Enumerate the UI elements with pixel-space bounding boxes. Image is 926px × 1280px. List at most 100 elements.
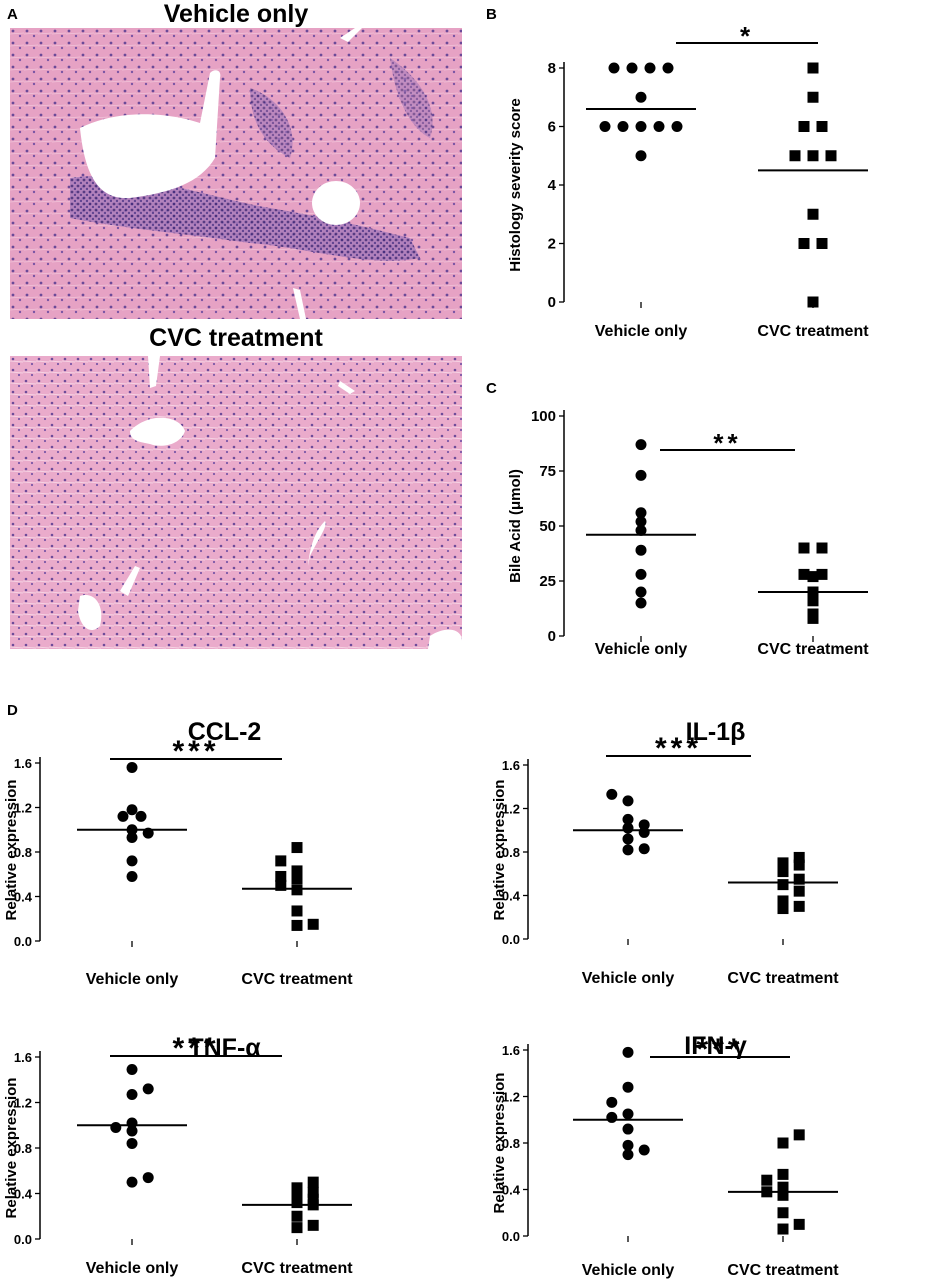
data-point-circle [635, 121, 647, 132]
y-tick-label: 0.4 [502, 1183, 521, 1198]
y-tick-label: 1.6 [502, 758, 520, 773]
panel-b-letter: B [486, 6, 497, 23]
chart-title: TNF-α [188, 1034, 261, 1062]
y-tick-label: 6 [548, 119, 556, 136]
data-point-square [816, 542, 828, 554]
x-tick-label: CVC treatment [241, 1260, 353, 1277]
data-point-circle [110, 1122, 122, 1134]
significance-stars: *** [655, 732, 702, 765]
data-point-circle [135, 810, 147, 822]
data-point-square [807, 296, 819, 308]
data-point-square [807, 91, 819, 103]
data-point-circle [126, 1064, 138, 1076]
significance-stars: *** [696, 1033, 743, 1066]
y-tick-label: 50 [539, 518, 556, 535]
data-point-circle [117, 810, 129, 822]
chart-il1b: IL-1β Vehicle only CVC treatment 0.0 0.4 0.8 1… [491, 718, 839, 987]
y-axis-label: Relative expression [3, 780, 20, 921]
data-point-circle [126, 870, 138, 882]
data-point-square [291, 1182, 303, 1194]
data-point-circle [653, 121, 665, 132]
data-point-circle [622, 1081, 634, 1093]
chart-title: IFN-γ [684, 1032, 747, 1060]
data-point-circle [126, 1125, 138, 1137]
data-point-square [789, 150, 801, 162]
data-point-circle [622, 833, 634, 845]
y-tick-label: 0.8 [14, 1141, 32, 1156]
panel-a-letter: A [7, 6, 18, 23]
y-axis-label: Bile Acid (μmol) [507, 469, 524, 583]
data-point-square [807, 612, 819, 624]
x-tick-label: Vehicle only [595, 323, 688, 340]
panel-d-letter: D [7, 702, 18, 719]
data-point-circle [635, 516, 647, 528]
chart-ccl2: CCL-2 Vehicle only CVC treatment 0.0 0.4 0.8 1… [3, 718, 353, 988]
data-point-square [777, 1189, 789, 1201]
data-point-circle [622, 1123, 634, 1135]
data-point-square [777, 879, 789, 891]
chart-title: CCL-2 [188, 718, 262, 746]
data-point-square [777, 903, 789, 915]
y-axis-label: Relative expression [491, 780, 508, 921]
data-point-circle [635, 91, 647, 103]
data-point-square [816, 238, 828, 249]
data-point-circle [671, 121, 683, 132]
chart-bile-acid: Vehicle only CVC treatment 0 25 50 75 100 Bile … [507, 408, 869, 658]
data-point-circle [126, 832, 138, 844]
y-tick-label: 0.4 [502, 889, 521, 904]
data-point-circle [126, 804, 138, 816]
data-point-square [777, 1207, 789, 1219]
data-point-circle [622, 822, 634, 834]
data-point-square [798, 542, 810, 554]
data-point-circle [622, 1149, 634, 1161]
data-point-circle [635, 544, 647, 556]
data-point-circle [644, 62, 656, 74]
data-point-circle [635, 524, 647, 536]
data-point-square [761, 1174, 773, 1186]
y-tick-label: 0.0 [14, 934, 32, 949]
data-point-square [807, 150, 819, 162]
chart-tnfa: TNF-α Vehicle only CVC treatment 0.0 0.4 0.8 1… [3, 1032, 353, 1277]
y-tick-label: 0.8 [502, 845, 520, 860]
y-axis-label: Relative expression [491, 1073, 508, 1214]
histology-image-vehicle [10, 28, 462, 319]
data-point-square [798, 238, 810, 249]
y-tick-label: 100 [531, 408, 556, 425]
data-point-square [777, 1181, 789, 1193]
data-point-square [793, 885, 805, 897]
data-point-square [275, 879, 287, 891]
data-point-square [777, 895, 789, 907]
significance-stars: *** [172, 735, 219, 768]
y-tick-label: 1.6 [502, 1043, 520, 1058]
y-tick-label: 1.2 [502, 802, 520, 817]
x-tick-label: CVC treatment [727, 1262, 839, 1279]
data-point-square [825, 150, 837, 162]
data-point-circle [142, 1172, 154, 1184]
data-point-square [291, 1197, 303, 1209]
data-point-square [777, 1223, 789, 1235]
x-tick-label: Vehicle only [86, 971, 179, 988]
data-point-circle [638, 843, 650, 855]
chart-ifng: IFN-γ Vehicle only CVC treatment 0.0 0.4 0.8 1… [491, 1032, 839, 1279]
y-tick-label: 0.0 [502, 1229, 520, 1244]
y-tick-label: 0.4 [14, 1187, 33, 1202]
data-point-circle [126, 855, 138, 867]
histology-title-cvc: CVC treatment [149, 324, 323, 352]
histology-title-vehicle: Vehicle only [163, 0, 309, 28]
y-tick-label: 1.6 [14, 756, 32, 771]
data-point-square [807, 208, 819, 220]
data-point-square [307, 918, 319, 930]
x-tick-label: CVC treatment [757, 323, 869, 340]
data-point-square [307, 1186, 319, 1198]
data-point-circle [635, 469, 647, 481]
y-tick-label: 1.2 [14, 1096, 32, 1111]
x-tick-label: Vehicle only [582, 1262, 675, 1279]
data-point-circle [126, 1176, 138, 1188]
y-tick-label: 8 [548, 60, 556, 77]
data-point-circle [662, 62, 674, 74]
y-tick-label: 0.0 [14, 1232, 32, 1247]
x-tick-label: Vehicle only [582, 970, 675, 987]
data-point-circle [599, 121, 611, 132]
data-point-circle [638, 826, 650, 838]
data-point-square [793, 851, 805, 863]
